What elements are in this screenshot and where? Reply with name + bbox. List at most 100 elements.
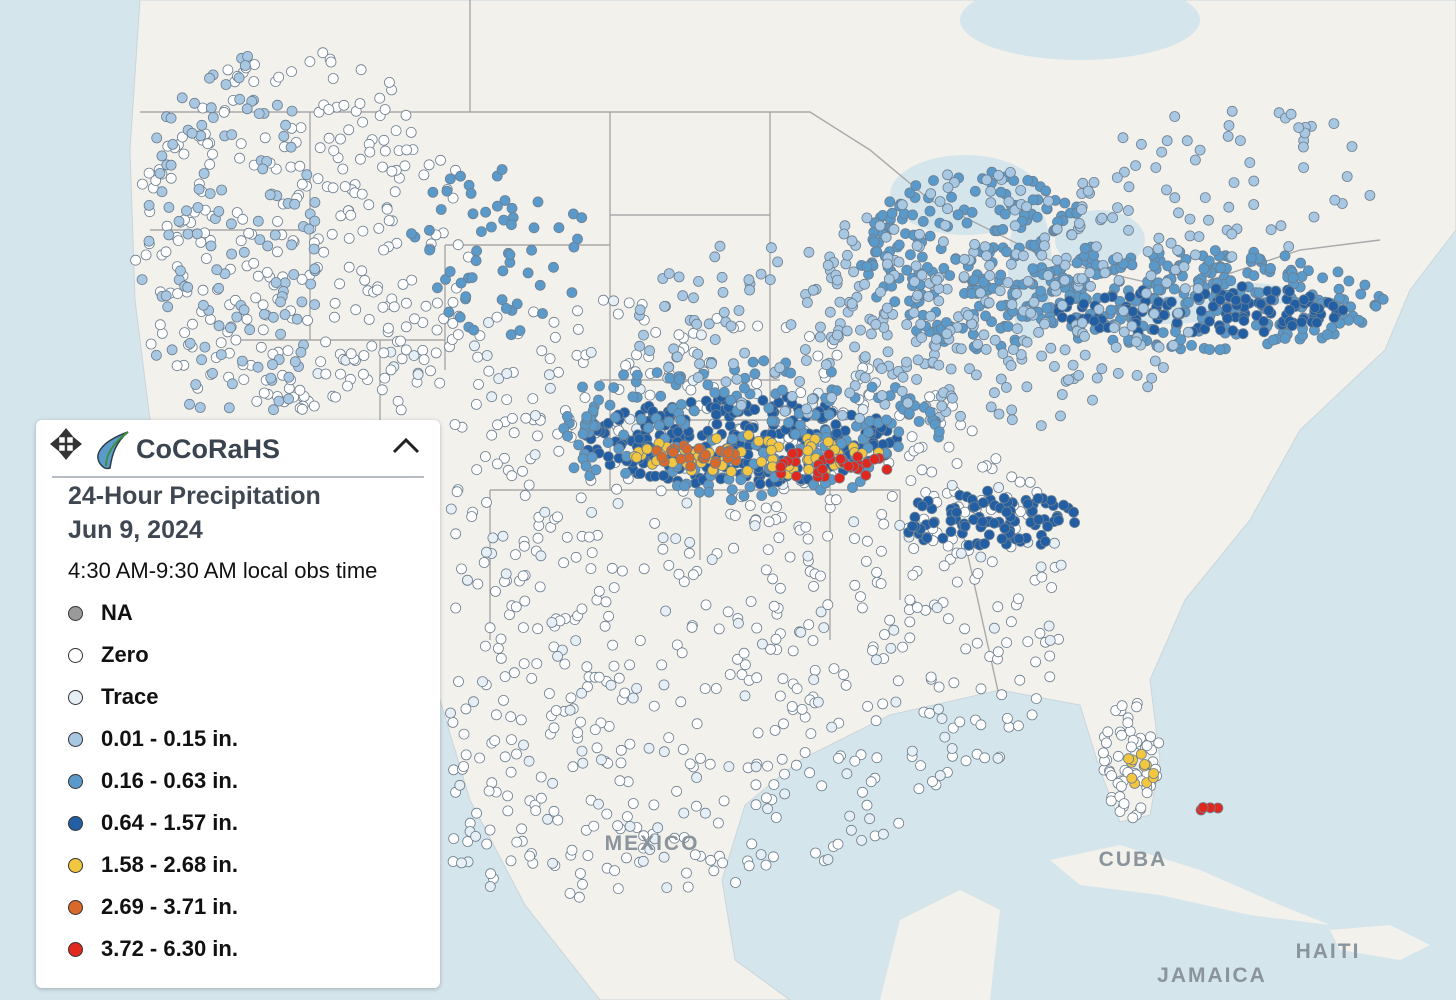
station-dot[interactable]: [1158, 309, 1170, 321]
station-dot[interactable]: [1152, 243, 1164, 255]
station-dot[interactable]: [515, 714, 527, 726]
station-dot[interactable]: [1001, 381, 1012, 393]
station-dot[interactable]: [257, 324, 269, 336]
station-dot[interactable]: [1063, 374, 1074, 386]
station-dot[interactable]: [871, 246, 883, 258]
station-dot[interactable]: [939, 731, 951, 743]
station-dot[interactable]: [1267, 334, 1279, 346]
station-dot[interactable]: [233, 72, 245, 84]
station-dot[interactable]: [136, 274, 148, 286]
station-dot[interactable]: [296, 178, 308, 190]
station-dot[interactable]: [657, 543, 669, 555]
station-dot[interactable]: [1222, 130, 1234, 142]
station-dot[interactable]: [272, 215, 283, 227]
station-dot[interactable]: [1071, 257, 1083, 269]
station-dot[interactable]: [871, 752, 883, 764]
station-dot[interactable]: [846, 298, 858, 310]
station-dot[interactable]: [356, 265, 368, 277]
station-dot[interactable]: [815, 606, 827, 618]
station-dot[interactable]: [451, 486, 463, 498]
station-dot[interactable]: [1236, 281, 1248, 293]
station-dot[interactable]: [670, 533, 682, 544]
station-dot[interactable]: [484, 824, 496, 836]
station-dot[interactable]: [678, 576, 690, 588]
station-dot[interactable]: [160, 290, 172, 302]
station-dot[interactable]: [325, 56, 337, 68]
station-dot[interactable]: [808, 581, 819, 592]
station-dot[interactable]: [671, 639, 683, 651]
station-dot[interactable]: [175, 265, 186, 277]
station-dot[interactable]: [803, 464, 815, 475]
station-dot[interactable]: [658, 679, 670, 691]
station-dot[interactable]: [725, 320, 737, 332]
station-dot[interactable]: [458, 728, 470, 740]
station-dot[interactable]: [483, 785, 495, 797]
station-dot[interactable]: [807, 635, 819, 646]
station-dot[interactable]: [1105, 304, 1117, 316]
station-dot[interactable]: [462, 574, 473, 586]
station-dot[interactable]: [1153, 232, 1165, 244]
station-dot[interactable]: [743, 274, 755, 286]
station-dot[interactable]: [400, 109, 412, 121]
station-dot[interactable]: [452, 329, 464, 341]
station-dot[interactable]: [545, 382, 556, 394]
station-dot[interactable]: [634, 635, 646, 646]
station-dot[interactable]: [390, 125, 402, 137]
station-dot[interactable]: [1013, 720, 1024, 732]
station-dot[interactable]: [907, 520, 918, 532]
station-dot[interactable]: [468, 696, 479, 708]
station-dot[interactable]: [566, 287, 578, 299]
station-dot[interactable]: [742, 465, 753, 477]
station-dot[interactable]: [1179, 283, 1191, 295]
station-dot[interactable]: [518, 739, 529, 751]
station-dot[interactable]: [739, 690, 751, 702]
station-dot[interactable]: [1059, 344, 1071, 356]
station-dot[interactable]: [677, 290, 689, 302]
station-dot[interactable]: [608, 382, 620, 394]
station-dot[interactable]: [815, 570, 826, 582]
station-dot[interactable]: [624, 659, 635, 671]
station-dot[interactable]: [1018, 250, 1029, 262]
station-dot[interactable]: [1027, 194, 1039, 206]
station-dot[interactable]: [618, 369, 629, 381]
station-dot[interactable]: [1265, 262, 1276, 274]
station-dot[interactable]: [492, 419, 503, 431]
station-dot[interactable]: [506, 734, 517, 745]
station-dot[interactable]: [498, 695, 509, 706]
station-dot[interactable]: [491, 200, 503, 212]
station-dot[interactable]: [765, 643, 776, 655]
station-dot[interactable]: [866, 328, 877, 340]
station-dot[interactable]: [286, 66, 297, 77]
station-dot[interactable]: [1148, 324, 1160, 336]
station-dot[interactable]: [517, 570, 529, 582]
station-dot[interactable]: [756, 456, 767, 468]
station-dot[interactable]: [951, 506, 962, 518]
station-dot[interactable]: [383, 215, 395, 226]
station-dot[interactable]: [832, 329, 843, 341]
station-dot[interactable]: [785, 367, 796, 379]
station-dot[interactable]: [143, 235, 155, 247]
station-dot[interactable]: [255, 341, 267, 353]
station-dot[interactable]: [562, 430, 573, 442]
station-dot[interactable]: [627, 798, 639, 809]
station-dot[interactable]: [156, 186, 168, 198]
station-dot[interactable]: [167, 138, 179, 150]
station-dot[interactable]: [1126, 772, 1138, 784]
station-dot[interactable]: [548, 261, 559, 273]
station-dot[interactable]: [1096, 363, 1108, 375]
station-dot[interactable]: [378, 134, 390, 146]
station-dot[interactable]: [490, 586, 501, 597]
station-dot[interactable]: [904, 594, 916, 606]
station-dot[interactable]: [337, 163, 349, 175]
station-dot[interactable]: [161, 220, 173, 232]
station-dot[interactable]: [601, 808, 613, 820]
station-dot[interactable]: [511, 836, 523, 848]
station-dot[interactable]: [535, 550, 547, 562]
station-dot[interactable]: [1166, 296, 1177, 308]
station-dot[interactable]: [363, 199, 375, 211]
station-dot[interactable]: [1167, 339, 1179, 351]
station-dot[interactable]: [775, 461, 787, 473]
station-dot[interactable]: [1298, 162, 1309, 174]
station-dot[interactable]: [849, 755, 861, 767]
station-dot[interactable]: [927, 776, 938, 787]
